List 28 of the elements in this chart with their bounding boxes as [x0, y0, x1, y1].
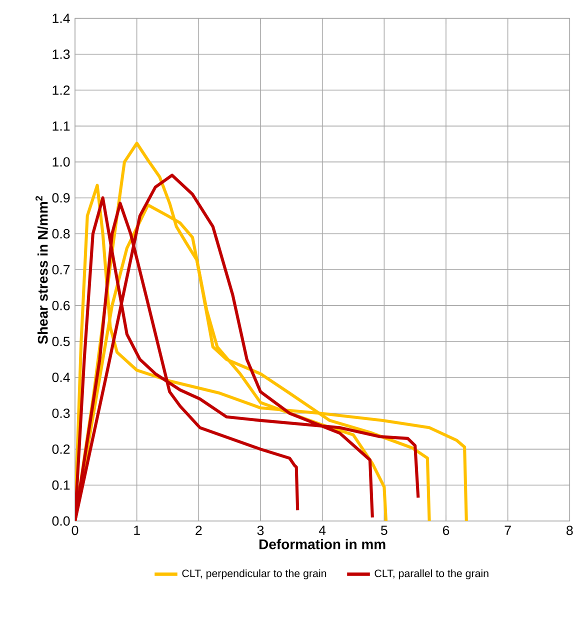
y-tick-label: 0.5 [52, 336, 70, 346]
x-tick-label: 5 [381, 526, 388, 536]
y-tick-label: 0.6 [52, 300, 70, 310]
y-tick-label: 0.7 [52, 264, 70, 274]
x-tick-label: 6 [442, 526, 450, 536]
y-axis-title: Shear stress in N/mm$^{2}$ [36, 196, 48, 344]
y-tick-label: 1.0 [52, 157, 70, 167]
x-tick-label: 3 [257, 526, 264, 536]
y-tick-label: 0.0 [52, 516, 70, 526]
y-tick-label: 0.2 [52, 444, 70, 454]
y-tick-label: 0.3 [52, 408, 70, 418]
y-tick-label: 0.9 [52, 193, 70, 203]
y-tick-label: 0.8 [52, 229, 70, 238]
x-axis-title: Deformation in mm [259, 538, 386, 550]
y-tick-label: 1.4 [52, 14, 70, 23]
legend-label: CLT, parallel to the grain [374, 569, 488, 580]
y-tick-label: 0.1 [52, 480, 70, 490]
y-tick-label: 1.3 [52, 50, 70, 59]
y-tick-label: 1.2 [52, 85, 70, 95]
x-tick-label: 2 [196, 526, 202, 536]
x-tick-label: 8 [566, 526, 573, 536]
x-tick-label: 0 [72, 526, 78, 536]
y-tick-label: 1.1 [52, 121, 70, 131]
x-tick-label: 4 [318, 526, 326, 535]
legend-label: CLT, perpendicular to the grain [182, 569, 326, 580]
x-tick-label: 1 [134, 526, 140, 535]
x-tick-label: 7 [504, 526, 511, 535]
y-tick-label: 0.4 [52, 372, 70, 382]
